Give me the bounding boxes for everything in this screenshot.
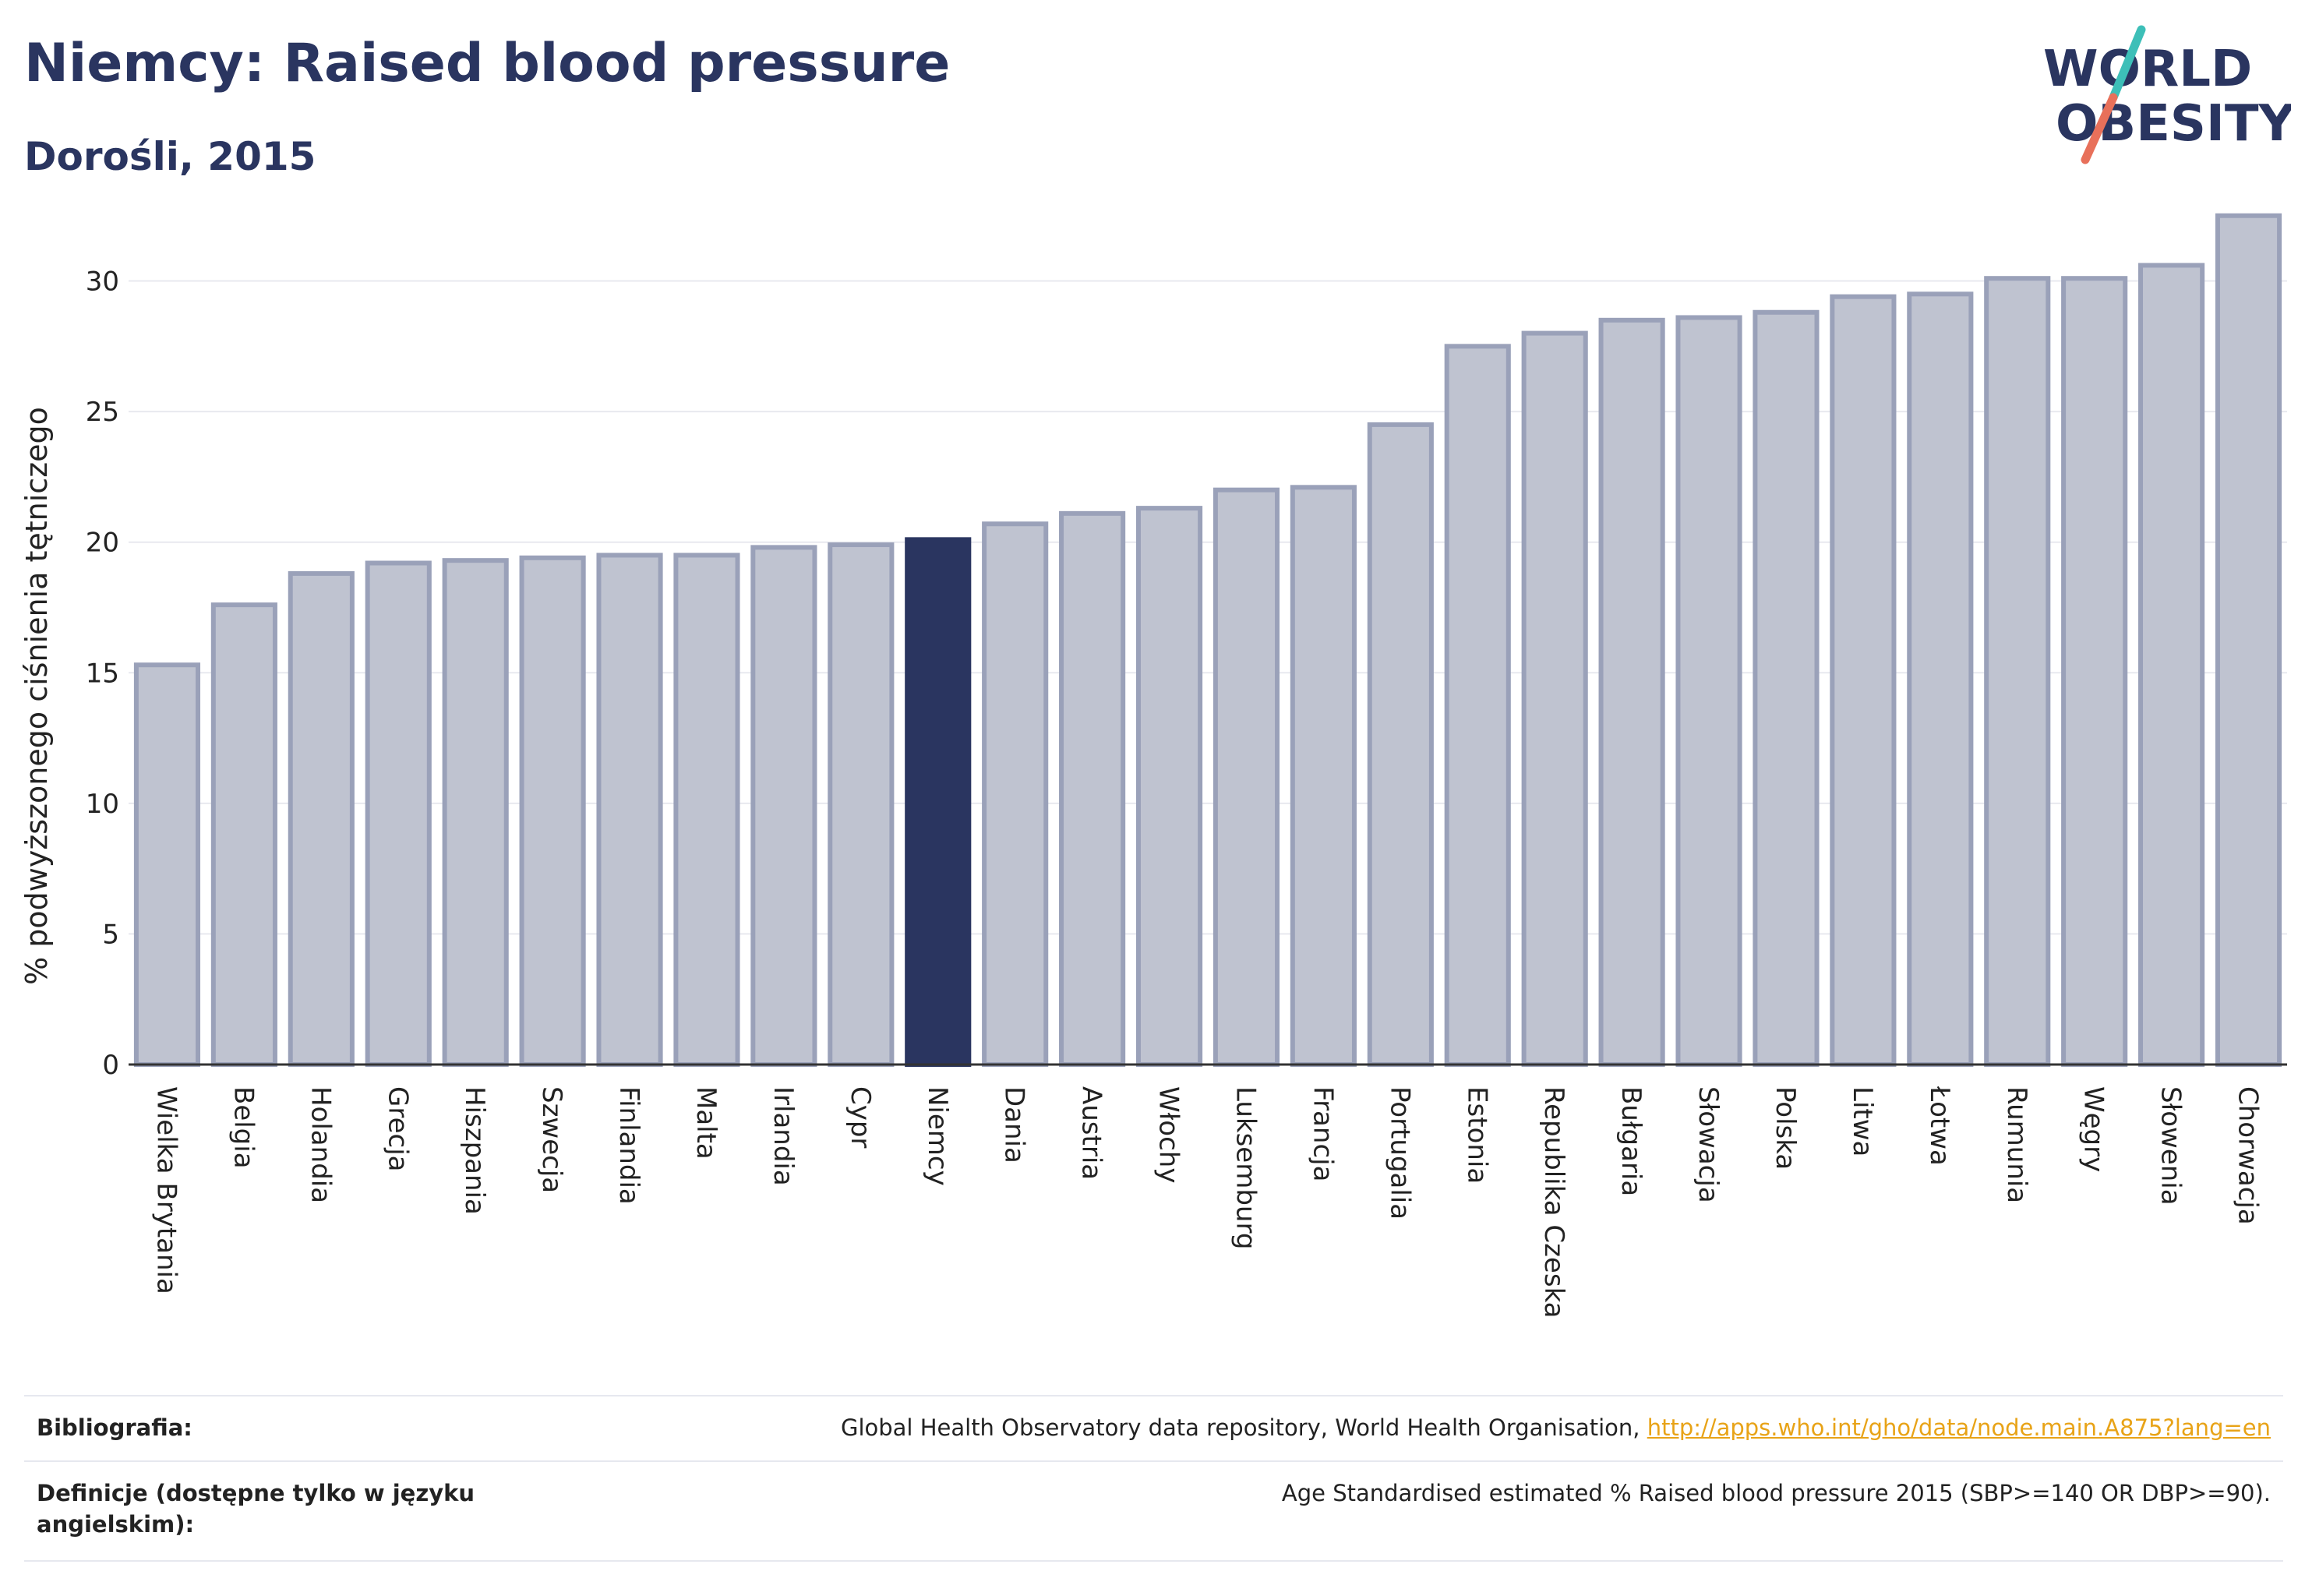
bar: [442, 558, 509, 1067]
y-tick-label: 30: [86, 267, 119, 298]
definitions-label: Definicje (dostępne tylko w języku angie…: [37, 1480, 475, 1538]
bar: [905, 537, 972, 1067]
bar: [828, 542, 895, 1067]
x-tick-label: Grecja: [382, 1086, 413, 1171]
x-tick-label: Włochy: [1153, 1086, 1184, 1183]
x-tick-label: Chorwacja: [2233, 1086, 2264, 1225]
x-tick-label: Węgry: [2078, 1086, 2109, 1172]
logo-slash-bottom-icon: [2081, 93, 2118, 164]
x-tick-label: Austria: [1076, 1086, 1107, 1180]
bar: [673, 553, 740, 1067]
x-tick-label: Szwecja: [536, 1086, 567, 1193]
x-tick-label: Cypr: [845, 1086, 876, 1148]
x-tick-label: Łotwa: [1924, 1086, 1955, 1166]
bar: [1830, 294, 1897, 1067]
bar: [1367, 422, 1434, 1067]
logo-slash-top-icon: [2109, 25, 2146, 102]
bar: [2061, 276, 2128, 1067]
x-tick-label: Luksemburg: [1230, 1086, 1261, 1249]
bar: [365, 560, 432, 1067]
x-tick-label: Wielka Brytania: [150, 1086, 182, 1294]
y-axis-label: % podwyższonego ciśnienia tętniczego: [19, 407, 54, 985]
bibliography-label: Bibliografia:: [37, 1414, 192, 1441]
bar: [288, 570, 355, 1067]
x-tick-label: Estonia: [1461, 1086, 1492, 1184]
footer-divider-bottom: [24, 1560, 2283, 1562]
bar: [2138, 263, 2205, 1067]
x-tick-label: Słowenia: [2155, 1086, 2187, 1206]
bibliography-text: Global Health Observatory data repositor…: [840, 1414, 1647, 1441]
bar: [210, 602, 277, 1067]
bar: [1213, 487, 1280, 1067]
bar: [750, 545, 817, 1067]
x-tick-label: Hiszpania: [459, 1086, 490, 1215]
bar: [1059, 510, 1126, 1067]
definitions-value: Age Standardised estimated % Raised bloo…: [1281, 1480, 2271, 1506]
y-tick-label: 5: [102, 919, 119, 950]
bar: [596, 553, 663, 1067]
bar: [1290, 485, 1357, 1067]
x-tick-label: Polska: [1770, 1086, 1801, 1170]
x-tick-label: Francja: [1307, 1086, 1338, 1181]
footer-divider-middle: [24, 1460, 2283, 1462]
x-tick-label: Holandia: [305, 1086, 336, 1203]
y-tick-label: 10: [86, 789, 119, 820]
bar: [1444, 344, 1511, 1068]
y-tick-label: 0: [102, 1050, 119, 1081]
bar: [133, 662, 201, 1067]
bar: [1135, 506, 1203, 1067]
x-tick-label: Irlandia: [768, 1086, 799, 1186]
y-tick-label: 25: [86, 397, 119, 428]
definitions-row: Definicje (dostępne tylko w języku angie…: [24, 1478, 2283, 1563]
bibliography-value: Global Health Observatory data repositor…: [841, 1412, 2271, 1443]
world-obesity-logo: WORLD OBESITY: [2043, 25, 2291, 164]
x-tick-label: Republika Czeska: [1538, 1086, 1569, 1319]
bar-chart: 0 5 10 15 20 25 30 Wielka Brytania Belgia Holandi…: [19, 213, 2287, 1319]
x-tick-label: Słowacja: [1693, 1086, 1724, 1203]
bar: [982, 521, 1049, 1067]
bar: [1675, 315, 1742, 1067]
footer-divider-top: [24, 1395, 2283, 1396]
bar: [1521, 330, 1588, 1067]
x-tick-label: Malta: [690, 1086, 722, 1160]
logo-text-world: WORLD: [2043, 41, 2252, 98]
bibliography-link[interactable]: http://apps.who.int/gho/data/node.main.A…: [1647, 1414, 2271, 1441]
bar: [1984, 276, 2051, 1067]
x-tick-label: Dania: [999, 1086, 1030, 1163]
y-tick-label: 20: [86, 528, 119, 559]
x-tick-label: Finlandia: [613, 1086, 644, 1205]
page-subtitle: Dorośli, 2015: [24, 134, 316, 179]
x-tick-label: Rumunia: [2001, 1086, 2032, 1203]
y-tick-label: 15: [86, 658, 119, 689]
bibliography-row: Bibliografia: Global Health Observatory …: [24, 1412, 2283, 1459]
bar: [2215, 213, 2282, 1067]
x-tick-label: Belgia: [228, 1086, 259, 1169]
x-tick-label: Niemcy: [922, 1086, 953, 1186]
bar: [1598, 317, 1665, 1067]
x-tick-label: Litwa: [1847, 1086, 1878, 1156]
bar: [1907, 291, 1974, 1067]
bar: [1753, 309, 1820, 1068]
bar: [519, 555, 586, 1067]
page-title: Niemcy: Raised blood pressure: [24, 33, 951, 94]
x-tick-label: Portugalia: [1384, 1086, 1415, 1220]
x-tick-label: Bułgaria: [1615, 1086, 1647, 1196]
